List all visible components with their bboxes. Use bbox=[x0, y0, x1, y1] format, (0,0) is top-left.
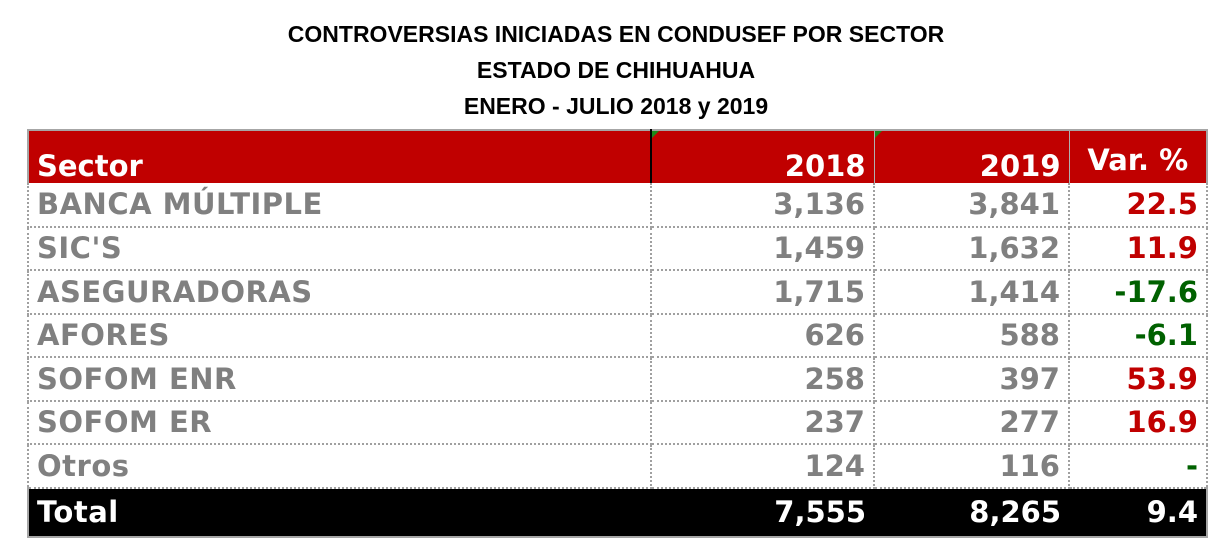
cell-2019: 588 bbox=[873, 313, 1070, 358]
cell-sector: SOFOM ER bbox=[27, 400, 652, 445]
cell-2019: 397 bbox=[873, 357, 1070, 402]
cell-2019: 277 bbox=[873, 400, 1070, 445]
table-row: BANCA MÚLTIPLE 3,136 3,841 22.5 bbox=[27, 183, 1208, 228]
total-2018: 7,555 bbox=[651, 487, 874, 538]
cell-2018: 1,715 bbox=[650, 270, 875, 315]
sector-table: Sector 2018 2019 Var. % BANCA MÚLTIPLE 3… bbox=[27, 129, 1208, 538]
cell-sector: SIC'S bbox=[27, 226, 652, 271]
table-row: Otros 124 116 - bbox=[27, 444, 1208, 489]
cell-2018: 124 bbox=[650, 444, 875, 489]
report-title: CONTROVERSIAS INICIADAS EN CONDUSEF POR … bbox=[0, 16, 1232, 124]
total-row: Total 7,555 8,265 9.4 bbox=[27, 487, 1208, 538]
total-var: 9.4 bbox=[1069, 487, 1208, 538]
title-line-3: ENERO - JULIO 2018 y 2019 bbox=[463, 93, 769, 119]
cell-var: -17.6 bbox=[1068, 270, 1208, 315]
cell-var: 16.9 bbox=[1068, 400, 1208, 445]
cell-2018: 3,136 bbox=[650, 183, 875, 228]
cell-2019: 3,841 bbox=[873, 183, 1070, 228]
cell-2019: 1,414 bbox=[873, 270, 1070, 315]
cell-var: 11.9 bbox=[1068, 226, 1208, 271]
comment-indicator-icon bbox=[875, 132, 882, 138]
header-2018-label: 2018 bbox=[784, 149, 866, 183]
comment-indicator-icon bbox=[652, 132, 659, 138]
cell-sector: ASEGURADORAS bbox=[27, 270, 652, 315]
header-sector: Sector bbox=[27, 129, 652, 183]
header-2019-label: 2019 bbox=[979, 149, 1061, 183]
cell-2018: 237 bbox=[650, 400, 875, 445]
title-line-1: CONTROVERSIAS INICIADAS EN CONDUSEF POR … bbox=[287, 21, 945, 47]
cell-2018: 1,459 bbox=[650, 226, 875, 271]
cell-2018: 626 bbox=[650, 313, 875, 358]
header-row: Sector 2018 2019 Var. % bbox=[27, 129, 1208, 183]
table-row: ASEGURADORAS 1,715 1,414 -17.6 bbox=[27, 270, 1208, 315]
cell-var: - bbox=[1068, 444, 1208, 489]
total-2019: 8,265 bbox=[874, 487, 1069, 538]
table-row: SOFOM ER 237 277 16.9 bbox=[27, 400, 1208, 445]
cell-sector: BANCA MÚLTIPLE bbox=[27, 183, 652, 228]
cell-2018: 258 bbox=[650, 357, 875, 402]
header-2019: 2019 bbox=[873, 129, 1070, 183]
cell-var: 53.9 bbox=[1068, 357, 1208, 402]
table-row: SOFOM ENR 258 397 53.9 bbox=[27, 357, 1208, 402]
header-2018: 2018 bbox=[650, 129, 875, 183]
cell-sector: SOFOM ENR bbox=[27, 357, 652, 402]
cell-2019: 1,632 bbox=[873, 226, 1070, 271]
cell-2019: 116 bbox=[873, 444, 1070, 489]
table-row: SIC'S 1,459 1,632 11.9 bbox=[27, 226, 1208, 271]
table-row: AFORES 626 588 -6.1 bbox=[27, 313, 1208, 358]
title-line-2: ESTADO DE CHIHUAHUA bbox=[476, 57, 756, 83]
cell-sector: Otros bbox=[27, 444, 652, 489]
total-label: Total bbox=[27, 487, 651, 538]
cell-var: -6.1 bbox=[1068, 313, 1208, 358]
cell-var: 22.5 bbox=[1068, 183, 1208, 228]
cell-sector: AFORES bbox=[27, 313, 652, 358]
header-var: Var. % bbox=[1068, 129, 1208, 183]
